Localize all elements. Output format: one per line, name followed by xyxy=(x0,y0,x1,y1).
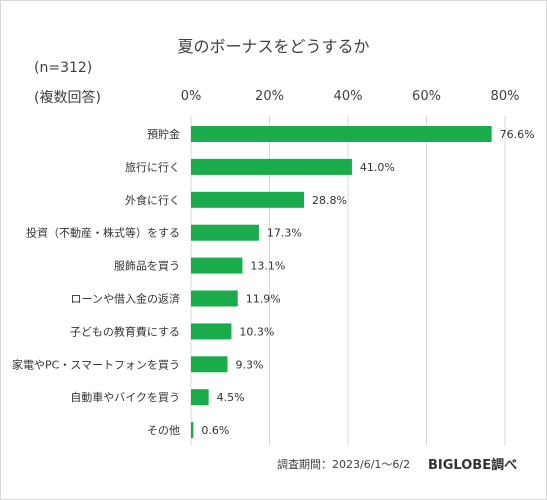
category-label: 投資（不動産・株式等）をする xyxy=(26,226,180,240)
bar xyxy=(191,290,238,307)
x-tick-label: 60% xyxy=(412,89,441,104)
sample-size-note: (n=312) xyxy=(34,60,93,76)
category-label: 家電やPC・スマートフォンを買う xyxy=(12,357,180,371)
value-label: 11.9% xyxy=(246,293,281,306)
bar xyxy=(191,422,194,439)
value-label: 0.6% xyxy=(201,424,229,437)
category-label: 旅行に行く xyxy=(125,160,180,174)
category-label: ローンや借入金の返済 xyxy=(71,292,180,306)
x-tick-label: 40% xyxy=(334,89,363,104)
value-label: 13.1% xyxy=(250,260,285,273)
category-label: 服飾品を買う xyxy=(114,260,180,273)
category-label: 自動車やバイクを買う xyxy=(70,390,180,404)
bar xyxy=(191,224,259,241)
value-label: 41.0% xyxy=(360,161,395,174)
bar xyxy=(191,191,305,208)
multiple-answer-note: (複数回答) xyxy=(34,90,101,106)
bar xyxy=(191,389,209,406)
value-label: 76.6% xyxy=(500,128,535,141)
category-label: 子どもの教育費にする xyxy=(70,324,180,338)
value-label: 9.3% xyxy=(236,358,264,371)
value-label: 10.3% xyxy=(239,325,274,338)
bar xyxy=(191,158,352,175)
source-label: BIGLOBE調べ xyxy=(428,458,518,473)
value-label: 17.3% xyxy=(267,227,302,240)
chart-title: 夏のボーナスをどうするか xyxy=(177,37,370,56)
value-label: 4.5% xyxy=(217,391,245,404)
bar xyxy=(191,356,228,373)
category-label: 外食に行く xyxy=(125,193,180,207)
value-label: 28.8% xyxy=(312,194,347,207)
survey-period: 調査期間：2023/6/1～6/2 xyxy=(277,458,411,471)
category-label: 預貯金 xyxy=(147,127,180,141)
bar xyxy=(191,257,243,274)
bar xyxy=(191,323,232,340)
x-tick-label: 0% xyxy=(181,89,202,104)
x-tick-label: 20% xyxy=(255,89,284,104)
category-label: その他 xyxy=(147,424,180,437)
x-tick-label: 80% xyxy=(491,89,520,104)
bar xyxy=(191,126,492,142)
